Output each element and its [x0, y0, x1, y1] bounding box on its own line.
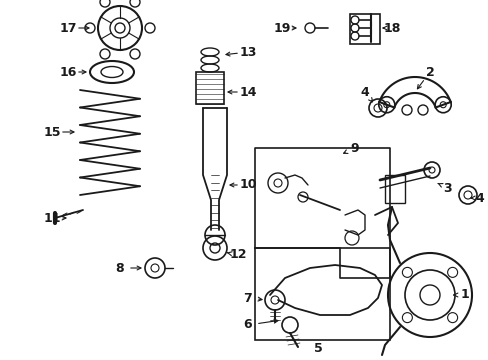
- Bar: [254, 248, 389, 340]
- Text: 6: 6: [243, 319, 252, 332]
- Text: 11: 11: [43, 211, 61, 225]
- Text: 10: 10: [239, 179, 256, 192]
- Text: 5: 5: [313, 342, 322, 355]
- Text: 18: 18: [383, 22, 400, 35]
- Text: 14: 14: [239, 85, 256, 99]
- Text: 9: 9: [350, 141, 359, 154]
- Text: 2: 2: [425, 66, 433, 78]
- Text: 3: 3: [443, 181, 451, 194]
- Text: 13: 13: [239, 45, 256, 58]
- Text: 1: 1: [460, 288, 468, 302]
- Text: 4: 4: [475, 192, 484, 204]
- Bar: [349, 14, 379, 44]
- Text: 15: 15: [43, 126, 61, 139]
- Text: 7: 7: [243, 292, 252, 305]
- Bar: [384, 175, 404, 203]
- Text: 17: 17: [59, 22, 77, 35]
- Text: 16: 16: [59, 66, 77, 78]
- Text: 12: 12: [229, 248, 246, 261]
- Text: 8: 8: [116, 261, 124, 274]
- Bar: [196, 72, 224, 104]
- Text: 19: 19: [273, 22, 290, 35]
- Text: 4: 4: [360, 85, 368, 99]
